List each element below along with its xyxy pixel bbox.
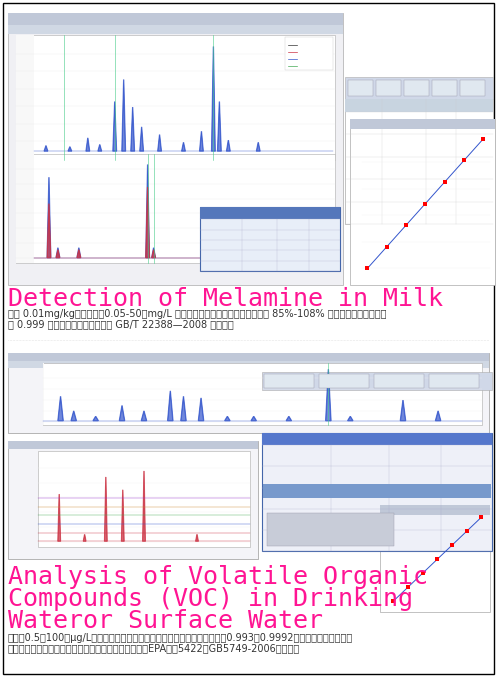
Polygon shape bbox=[68, 147, 72, 151]
Text: Compounds (VOC) in Drinking: Compounds (VOC) in Drinking bbox=[8, 587, 413, 611]
Bar bbox=[8, 13, 343, 25]
Polygon shape bbox=[58, 494, 61, 541]
Text: Analysis of Volatile Organic: Analysis of Volatile Organic bbox=[8, 565, 428, 589]
Polygon shape bbox=[58, 396, 63, 420]
Polygon shape bbox=[56, 250, 60, 257]
Polygon shape bbox=[131, 107, 135, 151]
Polygon shape bbox=[401, 400, 406, 420]
Bar bbox=[264, 374, 314, 388]
Bar bbox=[374, 374, 424, 388]
Bar bbox=[16, 35, 34, 160]
Polygon shape bbox=[77, 250, 81, 257]
Polygon shape bbox=[196, 534, 198, 541]
Text: Detection of Melamine in Milk: Detection of Melamine in Milk bbox=[8, 287, 443, 311]
Bar bbox=[429, 374, 479, 388]
Text: 在 0.999 以上。方法结果能够符合 GB/T 22388—2008 的要求。: 在 0.999 以上。方法结果能够符合 GB/T 22388—2008 的要求。 bbox=[8, 319, 234, 329]
Bar bbox=[262, 433, 492, 445]
Polygon shape bbox=[44, 146, 48, 151]
Polygon shape bbox=[212, 250, 215, 257]
Polygon shape bbox=[152, 248, 156, 257]
Bar bbox=[8, 353, 489, 362]
Bar bbox=[285, 37, 333, 70]
Polygon shape bbox=[218, 102, 221, 151]
Bar bbox=[262, 433, 492, 551]
Polygon shape bbox=[71, 411, 77, 420]
Polygon shape bbox=[122, 80, 126, 151]
Polygon shape bbox=[167, 391, 173, 420]
Bar bbox=[345, 100, 493, 224]
Polygon shape bbox=[158, 135, 162, 151]
Bar bbox=[380, 504, 490, 515]
Bar bbox=[319, 374, 369, 388]
Polygon shape bbox=[227, 140, 230, 151]
Bar bbox=[376, 81, 401, 96]
Polygon shape bbox=[212, 47, 215, 151]
Bar bbox=[8, 13, 343, 285]
Bar bbox=[8, 441, 258, 559]
Bar bbox=[345, 100, 493, 112]
Polygon shape bbox=[251, 416, 256, 420]
Bar bbox=[16, 154, 335, 263]
Polygon shape bbox=[198, 398, 204, 420]
Bar bbox=[8, 362, 489, 368]
Bar bbox=[432, 81, 457, 96]
Polygon shape bbox=[152, 250, 156, 257]
Polygon shape bbox=[146, 187, 150, 257]
Polygon shape bbox=[113, 102, 116, 151]
Bar bbox=[262, 372, 492, 390]
Polygon shape bbox=[47, 204, 51, 257]
Bar bbox=[348, 81, 373, 96]
Text: ，在（0.5～100）μg/L浓度范围内保持了良好线性，各组分析性相关系数在0.993～0.9992之间，最低检测限小于: ，在（0.5～100）μg/L浓度范围内保持了良好线性，各组分析性相关系数在0.… bbox=[8, 633, 353, 643]
Bar bbox=[267, 513, 394, 546]
Bar bbox=[43, 364, 44, 425]
Polygon shape bbox=[200, 131, 203, 151]
Bar bbox=[200, 207, 340, 219]
Bar bbox=[345, 77, 493, 100]
Polygon shape bbox=[83, 534, 86, 541]
Polygon shape bbox=[326, 369, 331, 420]
Bar bbox=[404, 81, 429, 96]
Polygon shape bbox=[146, 165, 150, 257]
Polygon shape bbox=[122, 490, 124, 541]
Polygon shape bbox=[212, 248, 215, 257]
Bar bbox=[8, 441, 258, 449]
Polygon shape bbox=[56, 248, 60, 257]
Polygon shape bbox=[225, 416, 230, 420]
Polygon shape bbox=[104, 477, 107, 541]
Polygon shape bbox=[140, 127, 144, 151]
Polygon shape bbox=[86, 138, 89, 151]
Polygon shape bbox=[141, 411, 147, 420]
Bar bbox=[350, 118, 495, 129]
Bar bbox=[350, 118, 495, 285]
Bar bbox=[38, 451, 250, 547]
Polygon shape bbox=[77, 248, 81, 257]
Bar bbox=[16, 35, 335, 160]
Polygon shape bbox=[98, 144, 101, 151]
Text: 生活饮用水水质标准检验方法表明了良好的性能，满足EPA方法5422和GB5749-2006的要求。: 生活饮用水水质标准检验方法表明了良好的性能，满足EPA方法5422和GB5749… bbox=[8, 643, 300, 653]
Bar bbox=[8, 353, 489, 433]
Polygon shape bbox=[286, 416, 291, 420]
Bar bbox=[16, 154, 34, 263]
Polygon shape bbox=[348, 416, 353, 420]
Bar bbox=[460, 81, 485, 96]
Text: Wateror Surface Water: Wateror Surface Water bbox=[8, 609, 323, 633]
Bar bbox=[380, 504, 490, 612]
Polygon shape bbox=[182, 142, 185, 151]
Bar bbox=[263, 484, 491, 498]
Polygon shape bbox=[143, 471, 145, 541]
Polygon shape bbox=[181, 396, 186, 420]
Bar bbox=[8, 25, 343, 34]
Polygon shape bbox=[47, 177, 51, 257]
Bar bbox=[200, 207, 340, 271]
Bar bbox=[43, 364, 482, 425]
Polygon shape bbox=[256, 142, 260, 151]
Polygon shape bbox=[93, 416, 98, 420]
Polygon shape bbox=[119, 406, 125, 420]
Polygon shape bbox=[435, 411, 441, 420]
Text: 定在 0.01mg/kg，方法在（0.05-50）mg/L 之间保持良好的线性，加标回收率在 85%-108% 之间，相对标准偏差在: 定在 0.01mg/kg，方法在（0.05-50）mg/L 之间保持良好的线性，… bbox=[8, 309, 387, 319]
